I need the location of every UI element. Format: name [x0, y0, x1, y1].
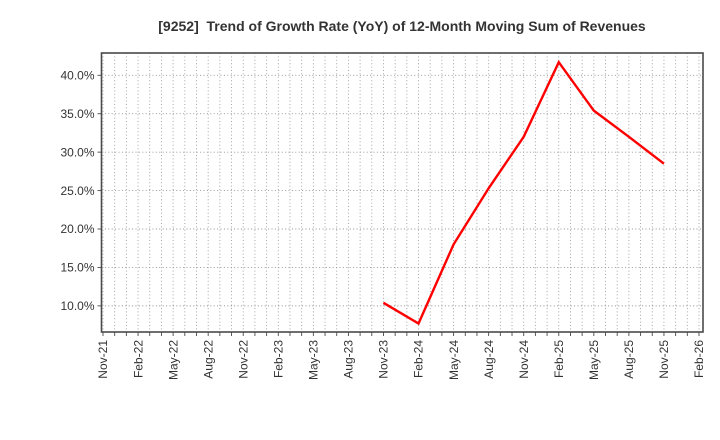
x-tick-label: Nov-21 [96, 340, 110, 379]
y-tick-label: 10.0% [60, 299, 94, 313]
y-tick-label: 40.0% [60, 68, 94, 82]
x-tick-label: Feb-25 [552, 340, 566, 378]
x-tick-label: May-23 [307, 340, 321, 380]
y-tick-label: 20.0% [60, 222, 94, 236]
chart-title: [9252] Trend of Growth Rate (YoY) of 12-… [158, 18, 646, 34]
y-tick-label: 15.0% [60, 261, 94, 275]
x-tick-label: Nov-25 [657, 340, 671, 379]
x-tick-label: May-22 [166, 340, 180, 380]
growth-rate-line [382, 59, 665, 326]
y-tick-label: 30.0% [60, 145, 94, 159]
x-tick-label: Feb-26 [692, 340, 706, 378]
x-tick-label: Aug-22 [201, 340, 215, 379]
x-tick-label: May-24 [447, 340, 461, 380]
x-tick-label: Aug-24 [482, 340, 496, 379]
x-tick-label: Feb-24 [412, 340, 426, 378]
x-tick-label: Nov-22 [236, 340, 250, 379]
x-tick-label: Feb-22 [131, 340, 145, 378]
x-tick-label: Feb-23 [271, 340, 285, 378]
x-tick-label: Aug-23 [342, 340, 356, 379]
x-tick-label: May-25 [587, 340, 601, 380]
y-tick-label: 25.0% [60, 184, 94, 198]
x-tick-label: Nov-23 [377, 340, 391, 379]
plot-border [100, 52, 704, 333]
x-tick-label: Aug-25 [622, 340, 636, 379]
x-tick-label: Nov-24 [517, 340, 531, 379]
y-tick-label: 35.0% [60, 107, 94, 121]
